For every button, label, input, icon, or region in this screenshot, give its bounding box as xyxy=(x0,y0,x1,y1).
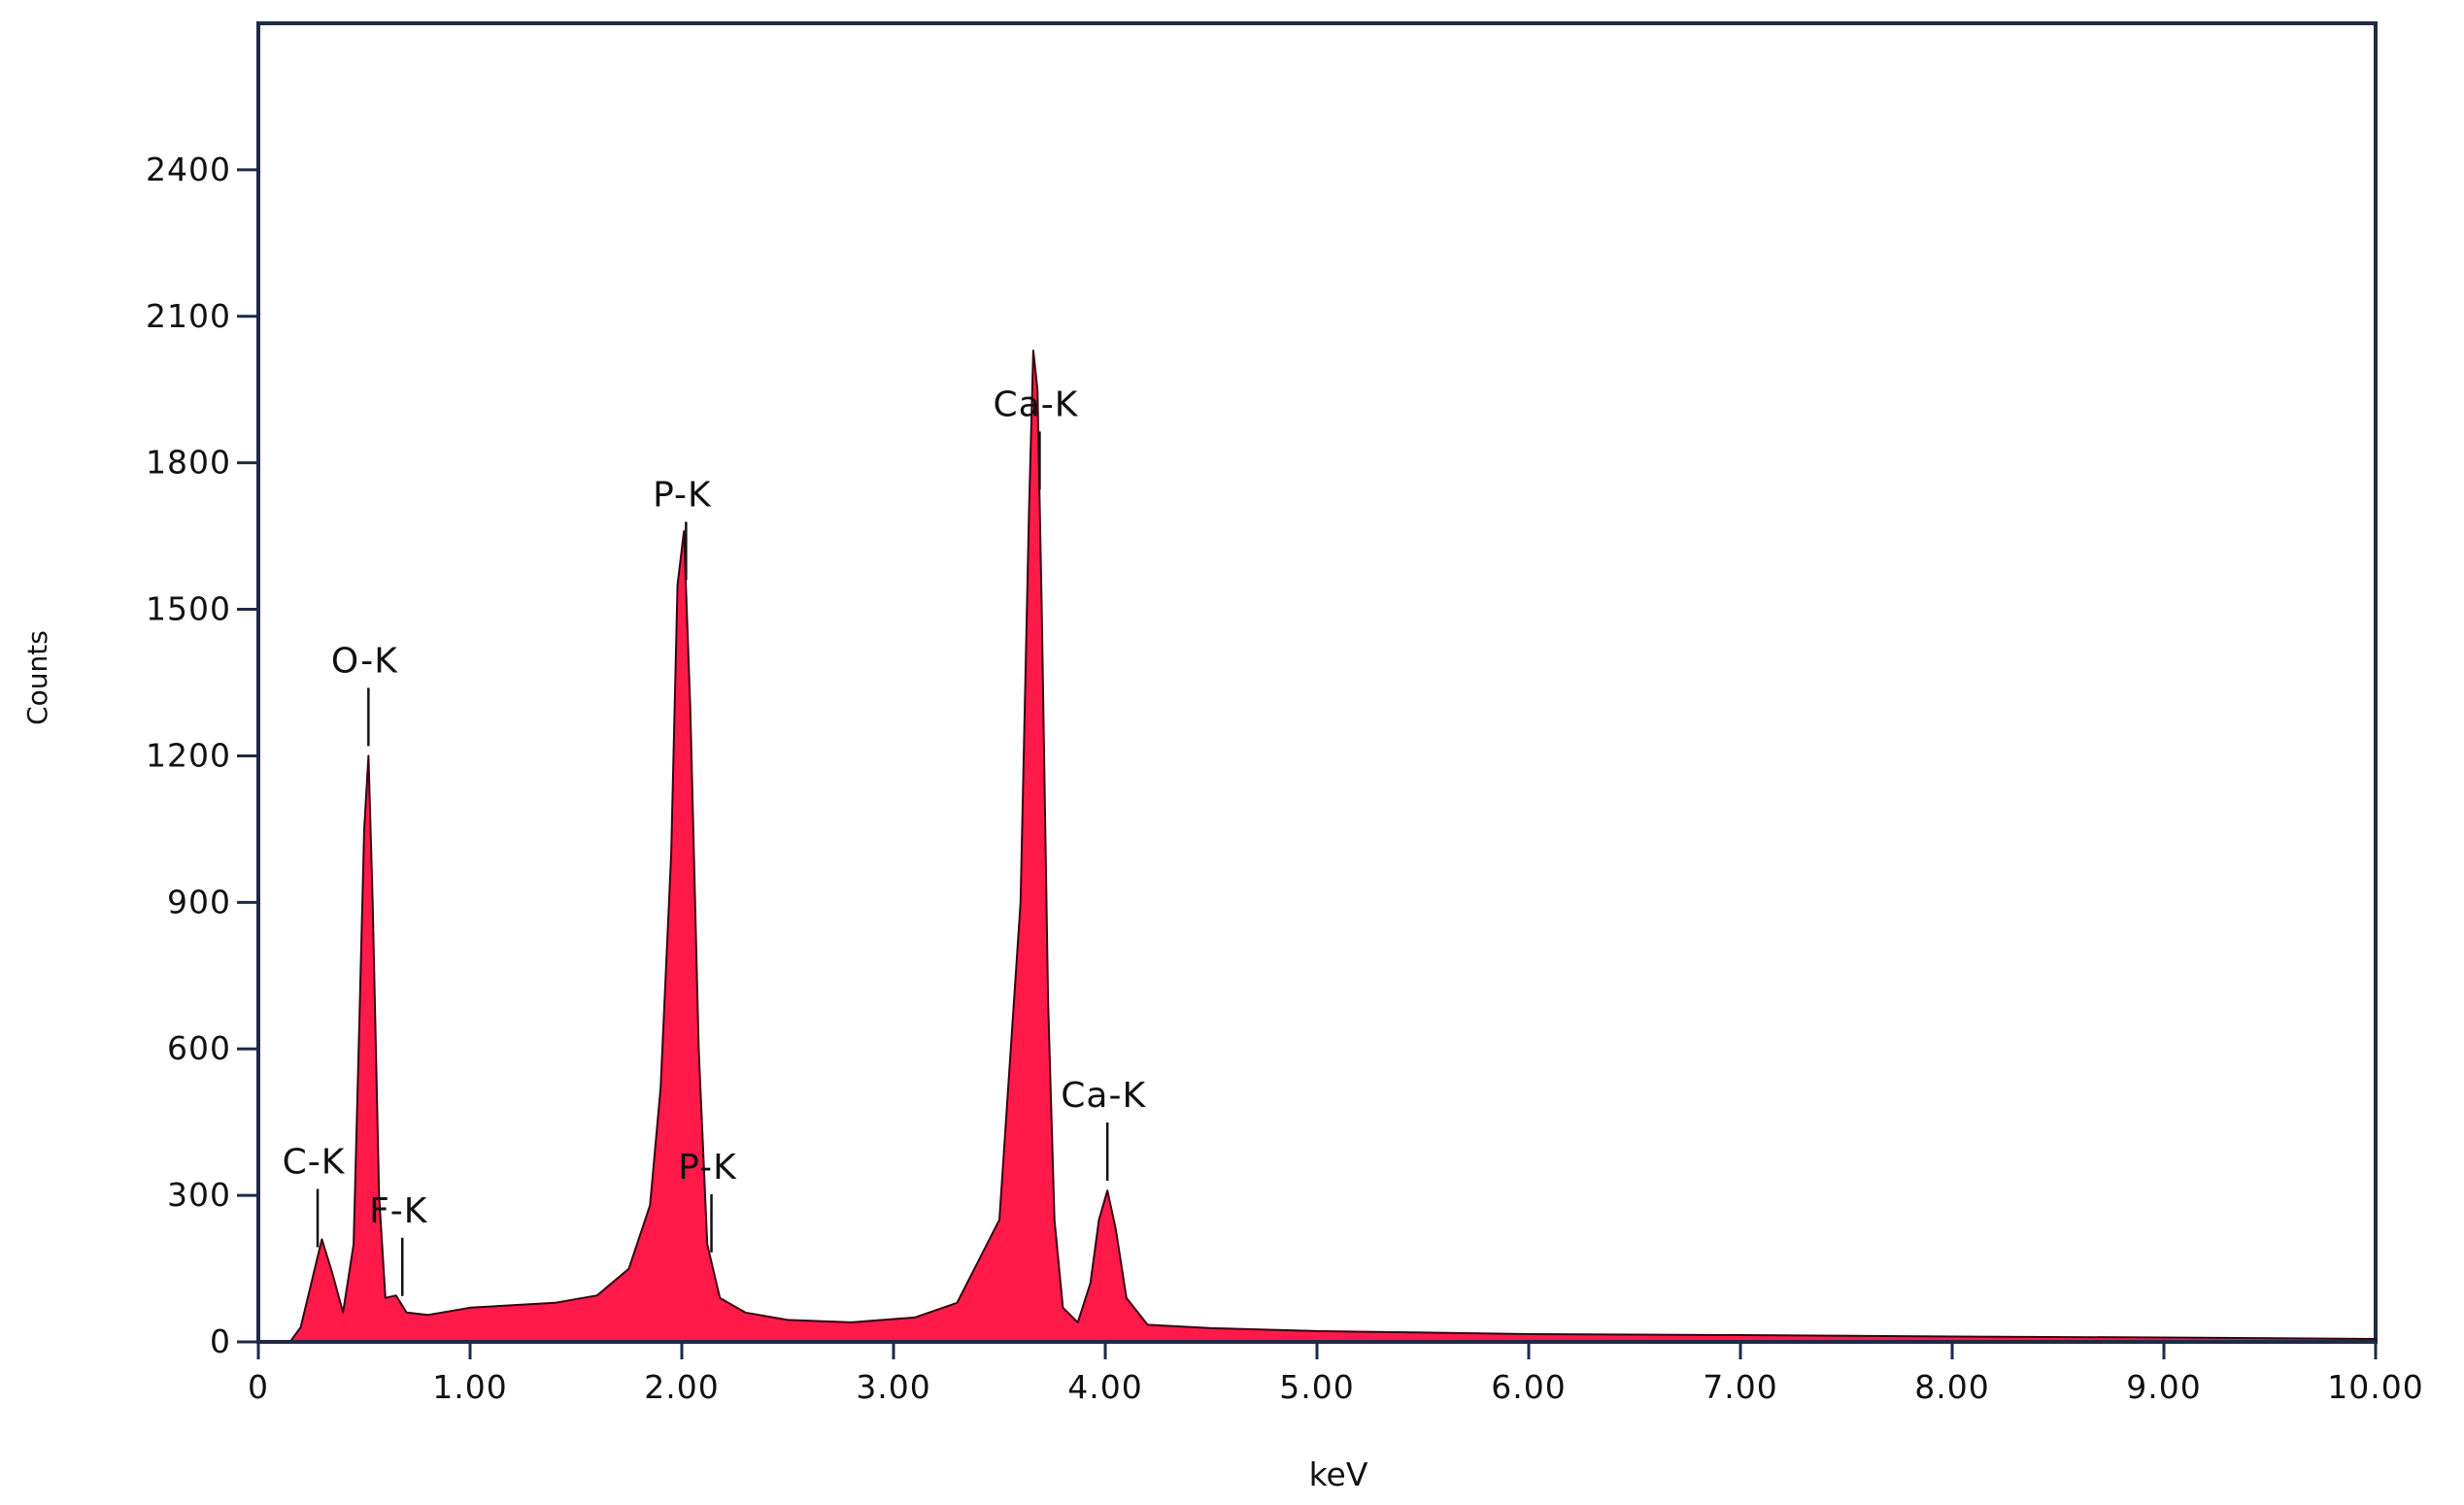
y-tick-label: 2400 xyxy=(146,150,231,188)
x-tick-label: 2.00 xyxy=(644,1368,719,1406)
x-tick-label: 0 xyxy=(248,1368,269,1406)
spectrum-layer xyxy=(288,350,2377,1343)
x-tick-label: 4.00 xyxy=(1067,1368,1142,1406)
x-axis: 0 1.00 2.00 3.00 4.00 5.00 6.00 7.00 8.00 9.00 10.… xyxy=(248,1340,2423,1406)
peak-label: C-K xyxy=(283,1142,346,1182)
y-tick-label: 600 xyxy=(167,1029,231,1067)
x-axis-title: keV xyxy=(1309,1455,1368,1493)
y-axis: 0 300 600 900 1200 1500 1800 2100 2400 xyxy=(146,23,260,1360)
peak-label: Ca-K xyxy=(994,385,1079,424)
peak-annotations: C-K O-K F-K P-K P-K Ca-K Ca-K xyxy=(283,385,1146,1296)
x-tick-label: 1.00 xyxy=(432,1368,507,1406)
y-tick-label: 2100 xyxy=(146,297,231,335)
spectrum-area-0 xyxy=(288,350,2377,1343)
plot-area-frame xyxy=(256,21,2378,1344)
peak-label: P-K xyxy=(653,475,712,515)
x-tick-label: 8.00 xyxy=(1914,1368,1989,1406)
x-tick-label: 5.00 xyxy=(1279,1368,1354,1406)
y-tick-label: 1800 xyxy=(146,444,231,482)
x-tick-label: 6.00 xyxy=(1491,1368,1566,1406)
y-tick-label: 0 xyxy=(210,1322,231,1360)
x-tick-label: 9.00 xyxy=(2126,1368,2201,1406)
x-tick-label: 10.00 xyxy=(2327,1368,2423,1406)
y-axis-title: Counts xyxy=(21,630,53,725)
x-tick-label: 7.00 xyxy=(1703,1368,1777,1406)
peak-label: P-K xyxy=(678,1148,737,1187)
peak-label: F-K xyxy=(369,1191,428,1231)
y-tick-label: 1200 xyxy=(146,736,231,774)
y-tick-label: 300 xyxy=(167,1176,231,1214)
x-tick-label: 3.00 xyxy=(856,1368,930,1406)
y-tick-label: 900 xyxy=(167,883,231,920)
y-tick-label: 1500 xyxy=(146,590,231,628)
peak-label: O-K xyxy=(331,641,398,681)
peak-label: Ca-K xyxy=(1061,1076,1146,1116)
